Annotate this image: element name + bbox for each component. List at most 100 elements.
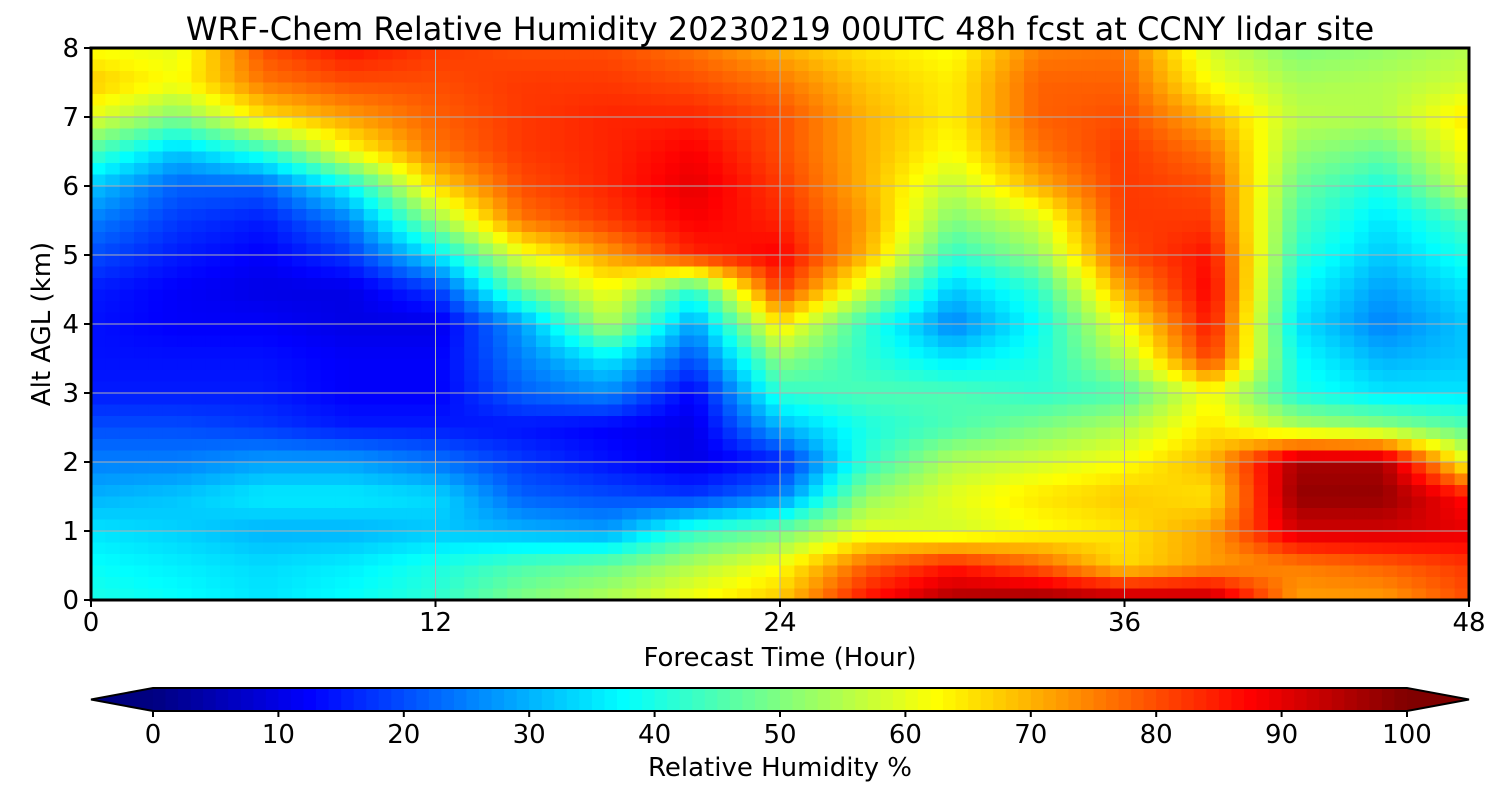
heatmap-cell	[1268, 370, 1283, 383]
heatmap-cell	[837, 496, 853, 509]
heatmap-cell	[851, 565, 867, 578]
heatmap-cell	[91, 542, 106, 555]
heatmap-cell	[693, 289, 709, 302]
heatmap-cell	[291, 439, 307, 452]
heatmap-cell	[134, 82, 150, 95]
heatmap-cell	[894, 312, 910, 325]
heatmap-cell	[363, 151, 379, 164]
heatmap-cell	[521, 48, 537, 61]
heatmap-cell	[808, 209, 824, 222]
heatmap-cell	[148, 324, 164, 337]
y-tick-label: 6	[62, 172, 79, 202]
heatmap-cell	[995, 439, 1011, 452]
colorbar-segment	[403, 688, 417, 711]
heatmap-cell	[837, 278, 853, 291]
heatmap-cell	[1282, 358, 1298, 371]
heatmap-cell	[708, 186, 724, 199]
heatmap-cell	[291, 462, 307, 475]
heatmap-cell	[622, 508, 638, 521]
heatmap-cell	[205, 370, 221, 383]
heatmap-cell	[1440, 312, 1456, 325]
heatmap-cell	[980, 105, 996, 118]
heatmap-cell	[349, 128, 365, 141]
heatmap-cell	[205, 519, 221, 532]
heatmap-cell	[191, 105, 207, 118]
heatmap-cell	[91, 289, 106, 302]
heatmap-cell	[91, 531, 106, 544]
heatmap-cell	[1052, 358, 1068, 371]
heatmap-cell	[105, 427, 121, 440]
heatmap-cell	[148, 255, 164, 268]
heatmap-cell	[607, 266, 623, 279]
heatmap-cell	[363, 450, 379, 463]
heatmap-cell	[1138, 117, 1154, 130]
colorbar-segment	[717, 688, 731, 711]
heatmap-cell	[134, 393, 150, 406]
heatmap-cell	[1368, 186, 1384, 199]
heatmap-cell	[564, 519, 580, 532]
heatmap-cell	[909, 289, 925, 302]
heatmap-cell	[406, 94, 422, 107]
heatmap-cell	[837, 404, 853, 417]
heatmap-cell	[1138, 347, 1154, 360]
heatmap-cell	[320, 278, 336, 291]
heatmap-cell	[751, 542, 767, 555]
heatmap-cell	[1009, 117, 1025, 130]
heatmap-cell	[148, 508, 164, 521]
heatmap-cell	[765, 577, 781, 590]
heatmap-cell	[1325, 82, 1341, 95]
heatmap-cell	[91, 301, 106, 314]
heatmap-cell	[550, 312, 566, 325]
heatmap-cell	[91, 439, 106, 452]
heatmap-cell	[794, 151, 810, 164]
heatmap-cell	[650, 404, 666, 417]
heatmap-cell	[851, 278, 867, 291]
heatmap-cell	[363, 577, 379, 590]
heatmap-cell	[1224, 450, 1240, 463]
heatmap-cell	[1224, 255, 1240, 268]
heatmap-cell	[894, 404, 910, 417]
heatmap-cell	[894, 554, 910, 567]
heatmap-cell	[765, 266, 781, 279]
heatmap-cell	[363, 128, 379, 141]
heatmap-cell	[1440, 220, 1456, 233]
heatmap-cell	[162, 519, 178, 532]
heatmap-cell	[1454, 577, 1470, 590]
heatmap-cell	[564, 496, 580, 509]
heatmap-cell	[995, 473, 1011, 486]
heatmap-cell	[1124, 565, 1140, 578]
heatmap-cell	[765, 174, 781, 187]
heatmap-cell	[607, 565, 623, 578]
heatmap-cell	[148, 335, 164, 348]
heatmap-cell	[507, 439, 523, 452]
heatmap-cell	[535, 312, 551, 325]
heatmap-cell	[392, 105, 408, 118]
heatmap-cell	[191, 508, 207, 521]
heatmap-cell	[1325, 427, 1341, 440]
heatmap-cell	[665, 117, 681, 130]
heatmap-cell	[119, 278, 135, 291]
heatmap-cell	[909, 427, 925, 440]
heatmap-cell	[923, 485, 939, 498]
heatmap-cell	[1382, 496, 1398, 509]
heatmap-cell	[335, 393, 350, 406]
heatmap-cell	[780, 358, 795, 371]
heatmap-cell	[220, 105, 236, 118]
heatmap-cell	[277, 439, 293, 452]
heatmap-cell	[1067, 220, 1083, 233]
heatmap-cell	[406, 278, 422, 291]
heatmap-cell	[363, 266, 379, 279]
heatmap-cell	[923, 577, 939, 590]
heatmap-cell	[980, 117, 996, 130]
heatmap-cell	[1052, 140, 1068, 153]
heatmap-cell	[1397, 324, 1413, 337]
heatmap-cell	[607, 427, 623, 440]
heatmap-cell	[1440, 324, 1456, 337]
heatmap-cell	[1167, 151, 1183, 164]
heatmap-cell	[435, 324, 451, 337]
heatmap-cell	[478, 209, 494, 222]
heatmap-cell	[579, 588, 594, 601]
heatmap-cell	[1153, 312, 1169, 325]
heatmap-cell	[177, 117, 193, 130]
heatmap-cell	[722, 554, 738, 567]
